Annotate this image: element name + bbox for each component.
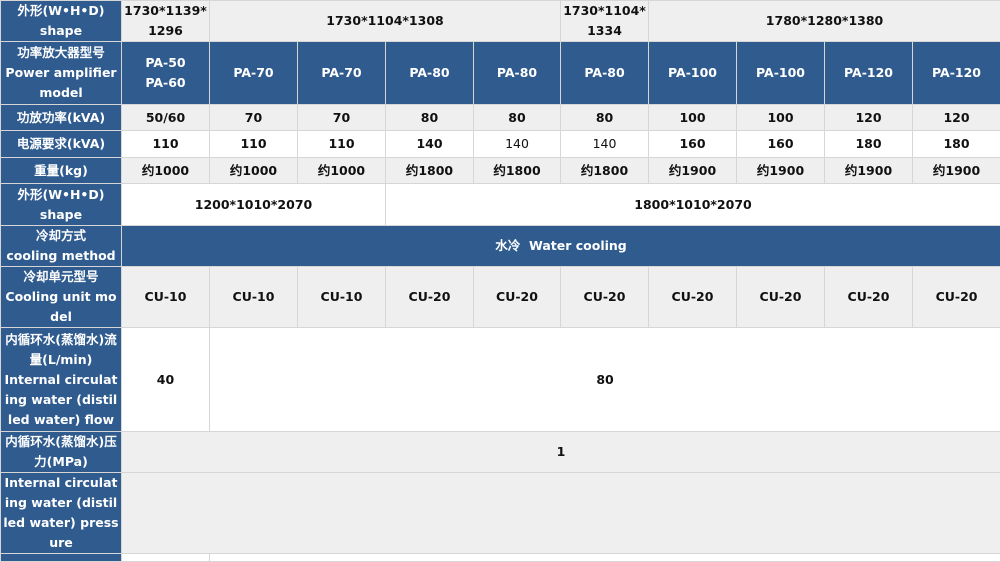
cell: 1 (122, 432, 1000, 473)
cell: CU-20 (474, 267, 561, 328)
cell: 1800*1010*2070 (386, 184, 1000, 226)
row-header: 外形(W•H•D)shape (1, 184, 122, 226)
cell: 1730*1139*1296 (122, 1, 210, 42)
row-supply: 电源要求(kVA) 110 110 110 140 140 140 160 16… (1, 131, 1000, 158)
row-shape: 外形(W•H•D)shape 1730*1139*1296 1730*1104*… (1, 1, 1000, 42)
cell: CU-10 (122, 267, 210, 328)
row-header (1, 554, 122, 562)
cell: 70 (298, 105, 386, 131)
cell: PA-80 (474, 42, 561, 105)
cell: 约1900 (649, 158, 737, 184)
cell: 140 (386, 131, 474, 158)
row-header: 内循环水(蒸馏水)压力(MPa) (1, 432, 122, 473)
cell: 110 (298, 131, 386, 158)
cell: 1730*1104*1334 (561, 1, 649, 42)
cell: CU-20 (913, 267, 1000, 328)
cell: PA-100 (649, 42, 737, 105)
cell: PA-70 (210, 42, 298, 105)
cell: CU-20 (825, 267, 913, 328)
row-pressure-en: Internal circulating water (distilled wa… (1, 473, 1000, 554)
row-next (1, 554, 1000, 562)
cell: 110 (122, 131, 210, 158)
row-flow: 内循环水(蒸馏水)流量(L/min)Internal circulating w… (1, 328, 1000, 432)
cell: 约1000 (298, 158, 386, 184)
cell: CU-20 (649, 267, 737, 328)
cell: 70 (210, 105, 298, 131)
cell: CU-20 (386, 267, 474, 328)
row-pressure: 内循环水(蒸馏水)压力(MPa) 1 (1, 432, 1000, 473)
cell: PA-80 (386, 42, 474, 105)
cell (122, 473, 1000, 554)
row-header: 重量(kg) (1, 158, 122, 184)
row-header: 外形(W•H•D)shape (1, 1, 122, 42)
cell: 1780*1280*1380 (649, 1, 1000, 42)
cell: PA-120 (913, 42, 1000, 105)
cell: 160 (649, 131, 737, 158)
cell: 1730*1104*1308 (210, 1, 561, 42)
cell: 水冷 Water cooling (122, 226, 1000, 267)
row-header: 内循环水(蒸馏水)流量(L/min)Internal circulating w… (1, 328, 122, 432)
row-header: 电源要求(kVA) (1, 131, 122, 158)
cell: CU-20 (737, 267, 825, 328)
row-weight: 重量(kg) 约1000 约1000 约1000 约1800 约1800 约18… (1, 158, 1000, 184)
cell: 约1900 (913, 158, 1000, 184)
cell: PA-70 (298, 42, 386, 105)
cell: 180 (825, 131, 913, 158)
cell: 120 (913, 105, 1000, 131)
cell: 约1800 (474, 158, 561, 184)
cell: 约1800 (386, 158, 474, 184)
cell: 约1800 (561, 158, 649, 184)
cell (210, 554, 1000, 562)
cell: CU-20 (561, 267, 649, 328)
row-power: 功放功率(kVA) 50/60 70 70 80 80 80 100 100 1… (1, 105, 1000, 131)
cell: 1200*1010*2070 (122, 184, 386, 226)
cell: 80 (210, 328, 1000, 432)
cell: 40 (122, 328, 210, 432)
cell: 110 (210, 131, 298, 158)
cell: PA-80 (561, 42, 649, 105)
cell: 140 (474, 131, 561, 158)
cell: 约1900 (825, 158, 913, 184)
row-cabinet-shape: 外形(W•H•D)shape 1200*1010*2070 1800*1010*… (1, 184, 1000, 226)
cell: 80 (386, 105, 474, 131)
cell: 50/60 (122, 105, 210, 131)
row-header: Internal circulating water (distilled wa… (1, 473, 122, 554)
cell: PA-120 (825, 42, 913, 105)
cell: CU-10 (210, 267, 298, 328)
cell: 100 (649, 105, 737, 131)
cell: 100 (737, 105, 825, 131)
cell (122, 554, 210, 562)
cell: 180 (913, 131, 1000, 158)
cell: 160 (737, 131, 825, 158)
cell: 80 (561, 105, 649, 131)
cell: CU-10 (298, 267, 386, 328)
cell: 120 (825, 105, 913, 131)
cell: 80 (474, 105, 561, 131)
cell: 约1000 (210, 158, 298, 184)
cell: 约1900 (737, 158, 825, 184)
cell: PA-100 (737, 42, 825, 105)
row-header: 功放功率(kVA) (1, 105, 122, 131)
cell: 140 (561, 131, 649, 158)
cell: 约1000 (122, 158, 210, 184)
